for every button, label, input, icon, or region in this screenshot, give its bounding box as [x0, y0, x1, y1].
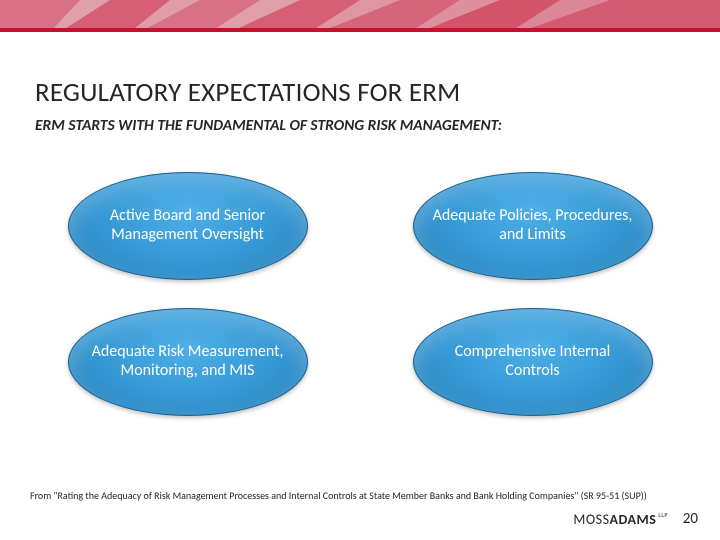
slide-title: REGULATORY EXPECTATIONS FOR ERM: [35, 76, 460, 109]
ellipse-item: Active Board and Senior Management Overs…: [68, 172, 308, 280]
ellipse-cell: Active Board and Senior Management Overs…: [35, 172, 340, 280]
ellipse-item: Comprehensive Internal Controls: [413, 308, 653, 416]
ellipse-cell: Adequate Risk Measurement, Monitoring, a…: [35, 308, 340, 416]
slide: REGULATORY EXPECTATIONS FOR ERM ERM STAR…: [0, 0, 720, 540]
ellipse-grid: Active Board and Senior Management Overs…: [35, 172, 685, 452]
ellipse-cell: Adequate Policies, Procedures, and Limit…: [380, 172, 685, 280]
header-band-pattern: [0, 0, 720, 32]
ellipse-row: Adequate Risk Measurement, Monitoring, a…: [35, 308, 685, 416]
ellipse-label: Comprehensive Internal Controls: [413, 343, 653, 381]
header-band: [0, 0, 720, 32]
ellipse-cell: Comprehensive Internal Controls: [380, 308, 685, 416]
logo-part1: MOSS: [573, 511, 609, 528]
ellipse-item: Adequate Policies, Procedures, and Limit…: [413, 172, 653, 280]
footer-logo: MOSSADAMSLLP: [573, 511, 668, 528]
logo-part2: ADAMS: [610, 511, 657, 528]
ellipse-label: Adequate Policies, Procedures, and Limit…: [413, 207, 653, 245]
page-number: 20: [683, 510, 698, 528]
logo-suffix: LLP: [658, 511, 668, 519]
ellipse-label: Adequate Risk Measurement, Monitoring, a…: [68, 343, 308, 381]
slide-subtitle: ERM STARTS WITH THE FUNDAMENTAL OF STRON…: [35, 116, 595, 135]
ellipse-item: Adequate Risk Measurement, Monitoring, a…: [68, 308, 308, 416]
ellipse-row: Active Board and Senior Management Overs…: [35, 172, 685, 280]
footer-source: From "Rating the Adequacy of Risk Manage…: [30, 490, 690, 502]
ellipse-label: Active Board and Senior Management Overs…: [68, 207, 308, 245]
